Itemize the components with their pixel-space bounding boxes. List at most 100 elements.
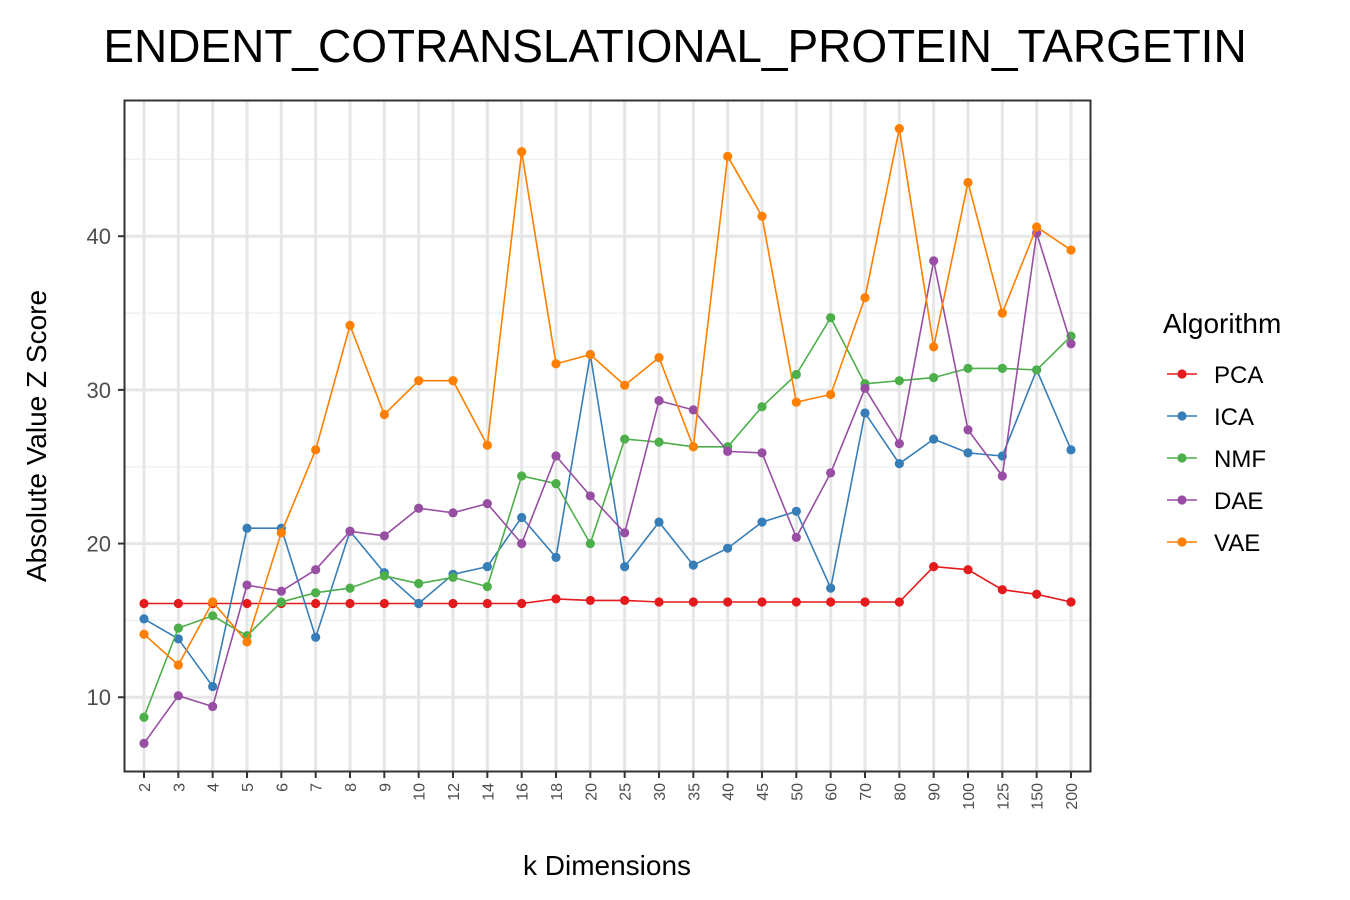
x-tick-label: 12 — [446, 783, 463, 801]
data-point — [929, 342, 939, 352]
data-point — [997, 471, 1007, 481]
data-point — [826, 468, 836, 478]
data-point — [620, 528, 630, 538]
series-nmf — [139, 313, 1076, 722]
x-tick-label: 125 — [995, 783, 1012, 810]
y-tick-label: 40 — [87, 224, 111, 249]
chart-title: ENDENT_COTRANSLATIONAL_PROTEIN_TARGETIN — [103, 20, 1246, 72]
data-point — [997, 363, 1007, 373]
legend-key-point — [1177, 495, 1187, 505]
legend: Algorithm PCA ICA NMF DAE VAE — [1163, 308, 1281, 557]
x-tick-label: 18 — [549, 783, 566, 801]
data-point — [276, 586, 286, 596]
data-point — [242, 598, 252, 609]
data-point — [448, 508, 458, 518]
data-point — [139, 629, 149, 639]
x-tick-label: 150 — [1030, 783, 1047, 810]
x-tick-label: 6 — [274, 783, 291, 792]
data-point — [860, 408, 870, 418]
x-tick-label: 16 — [515, 783, 532, 801]
series-line — [143, 128, 1072, 667]
legend-item-dae: DAE — [1167, 488, 1263, 515]
x-axis-title: k Dimensions — [523, 850, 691, 881]
data-point — [517, 598, 527, 609]
data-point — [585, 491, 595, 501]
series-line — [143, 354, 1072, 689]
data-point — [311, 588, 321, 598]
data-point — [963, 425, 973, 435]
series-vae — [139, 124, 1076, 670]
data-point — [585, 349, 595, 360]
data-point — [585, 595, 595, 606]
legend-item-nmf: NMF — [1167, 446, 1266, 473]
legend-title: Algorithm — [1163, 308, 1281, 339]
y-tick-label: 10 — [87, 685, 111, 710]
data-point — [894, 439, 904, 449]
x-tick-label: 9 — [377, 783, 394, 792]
data-point — [654, 396, 664, 406]
data-point — [654, 437, 664, 447]
data-point — [173, 634, 183, 644]
data-point — [173, 623, 183, 633]
x-tick-label: 30 — [652, 783, 669, 801]
data-point — [208, 701, 218, 712]
series-ica — [139, 349, 1076, 692]
data-point — [276, 528, 286, 538]
data-point — [517, 512, 527, 523]
data-point — [208, 597, 218, 607]
data-point — [894, 124, 904, 134]
data-point — [894, 376, 904, 386]
data-point — [345, 583, 355, 593]
data-point — [860, 597, 870, 607]
data-point — [791, 397, 801, 407]
series-line — [144, 565, 1072, 605]
grid — [125, 101, 1090, 771]
data-point — [929, 434, 939, 444]
y-tick-label: 30 — [87, 378, 111, 403]
data-point — [139, 598, 149, 609]
data-point — [894, 459, 904, 469]
legend-label: NMF — [1214, 446, 1266, 473]
data-point — [551, 359, 561, 369]
data-point — [929, 562, 939, 572]
data-point — [379, 409, 389, 420]
data-point — [1032, 365, 1042, 375]
series-line — [143, 232, 1072, 744]
data-point — [791, 532, 801, 543]
data-point — [482, 562, 492, 572]
data-point — [517, 471, 527, 481]
plot-panel-border — [123, 99, 1092, 773]
data-point — [379, 571, 389, 581]
data-point — [139, 738, 149, 748]
data-point — [826, 583, 836, 593]
legend-key-point — [1177, 369, 1187, 379]
data-point — [551, 479, 561, 489]
data-point — [826, 313, 836, 323]
data-point — [414, 578, 424, 589]
series-group — [139, 124, 1076, 748]
data-point — [242, 580, 252, 590]
x-tick-label: 60 — [824, 783, 841, 801]
x-tick-label: 90 — [927, 783, 944, 801]
data-point — [997, 308, 1007, 318]
data-point — [1032, 222, 1042, 232]
data-point — [860, 293, 870, 303]
data-point — [1066, 245, 1076, 255]
data-point — [379, 598, 389, 609]
x-tick-label: 14 — [480, 783, 497, 801]
data-point — [173, 598, 183, 609]
data-point — [894, 597, 904, 607]
data-point — [654, 353, 664, 363]
x-tick-label: 4 — [206, 783, 223, 792]
legend-item-ica: ICA — [1167, 404, 1254, 431]
y-axis-title: Absolute Value Z Score — [21, 290, 52, 582]
data-point — [551, 594, 561, 604]
data-point — [482, 598, 492, 609]
data-point — [757, 517, 767, 527]
data-point — [791, 369, 801, 380]
x-tick-label: 50 — [789, 783, 806, 801]
data-point — [208, 611, 218, 621]
legend-key-point — [1177, 411, 1187, 421]
data-point — [208, 681, 218, 692]
